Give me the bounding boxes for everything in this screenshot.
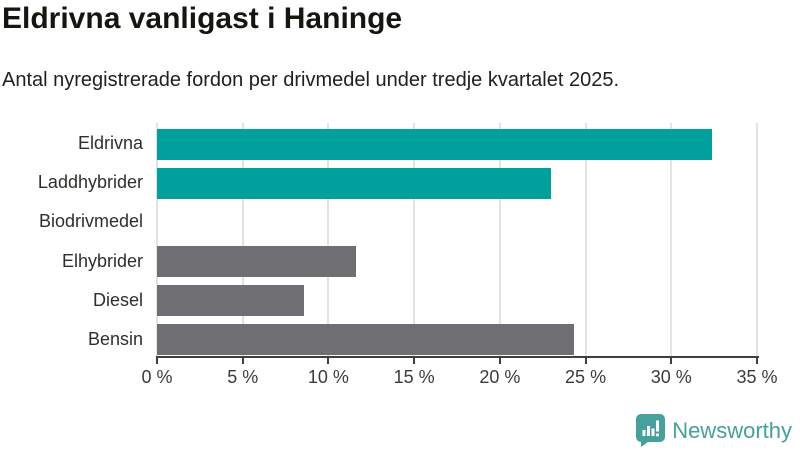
- bar-eldrivna: [157, 128, 713, 160]
- x-axis-tick: [584, 358, 587, 364]
- gridline: [498, 123, 501, 358]
- x-tick-label: 25 %: [565, 367, 607, 387]
- x-axis-tick: [241, 358, 244, 364]
- x-tick-label: 5 %: [227, 367, 259, 387]
- category-label-biodrivmedel: Biodrivmedel: [38, 211, 143, 232]
- x-axis-tick: [413, 358, 416, 364]
- gridline: [413, 123, 416, 358]
- x-tick-label: 10 %: [307, 367, 349, 387]
- category-label-eldrivna: Eldrivna: [77, 133, 143, 154]
- gridline: [156, 123, 158, 358]
- x-axis-tick: [756, 358, 758, 364]
- newsworthy-logo[interactable]: Newsworthy: [636, 414, 792, 447]
- x-tick-label: 35 %: [736, 367, 778, 387]
- gridline: [756, 123, 758, 358]
- chart-title: Eldrivna vanligast i Haninge: [2, 2, 403, 35]
- x-axis-tick: [156, 358, 158, 364]
- x-tick-label: 20 %: [479, 367, 521, 387]
- x-tick-label: 30 %: [650, 367, 692, 387]
- category-label-diesel: Diesel: [92, 289, 143, 310]
- gridline: [670, 123, 673, 358]
- x-tick-label: 15 %: [393, 367, 435, 387]
- bar-elhybrider: [157, 246, 356, 278]
- category-label-elhybrider: Elhybrider: [61, 250, 143, 271]
- x-axis-tick: [670, 358, 673, 364]
- bar-chart-speech-bubble-icon: [636, 414, 666, 447]
- bar-bensin: [157, 324, 574, 356]
- x-axis-tick: [498, 358, 501, 364]
- gridline: [241, 123, 244, 358]
- bar-diesel: [157, 285, 305, 317]
- brand-name: Newsworthy: [672, 417, 792, 443]
- x-axis-tick: [327, 358, 330, 364]
- chart-subtitle: Antal nyregistrerade fordon per drivmede…: [2, 69, 620, 91]
- gridline: [584, 123, 587, 358]
- x-axis-line: [156, 356, 759, 358]
- bar-laddhybrider: [157, 167, 552, 199]
- category-label-laddhybrider: Laddhybrider: [37, 172, 143, 193]
- x-tick-label: 0 %: [141, 367, 173, 387]
- category-label-bensin: Bensin: [87, 328, 143, 349]
- gridline: [327, 123, 330, 358]
